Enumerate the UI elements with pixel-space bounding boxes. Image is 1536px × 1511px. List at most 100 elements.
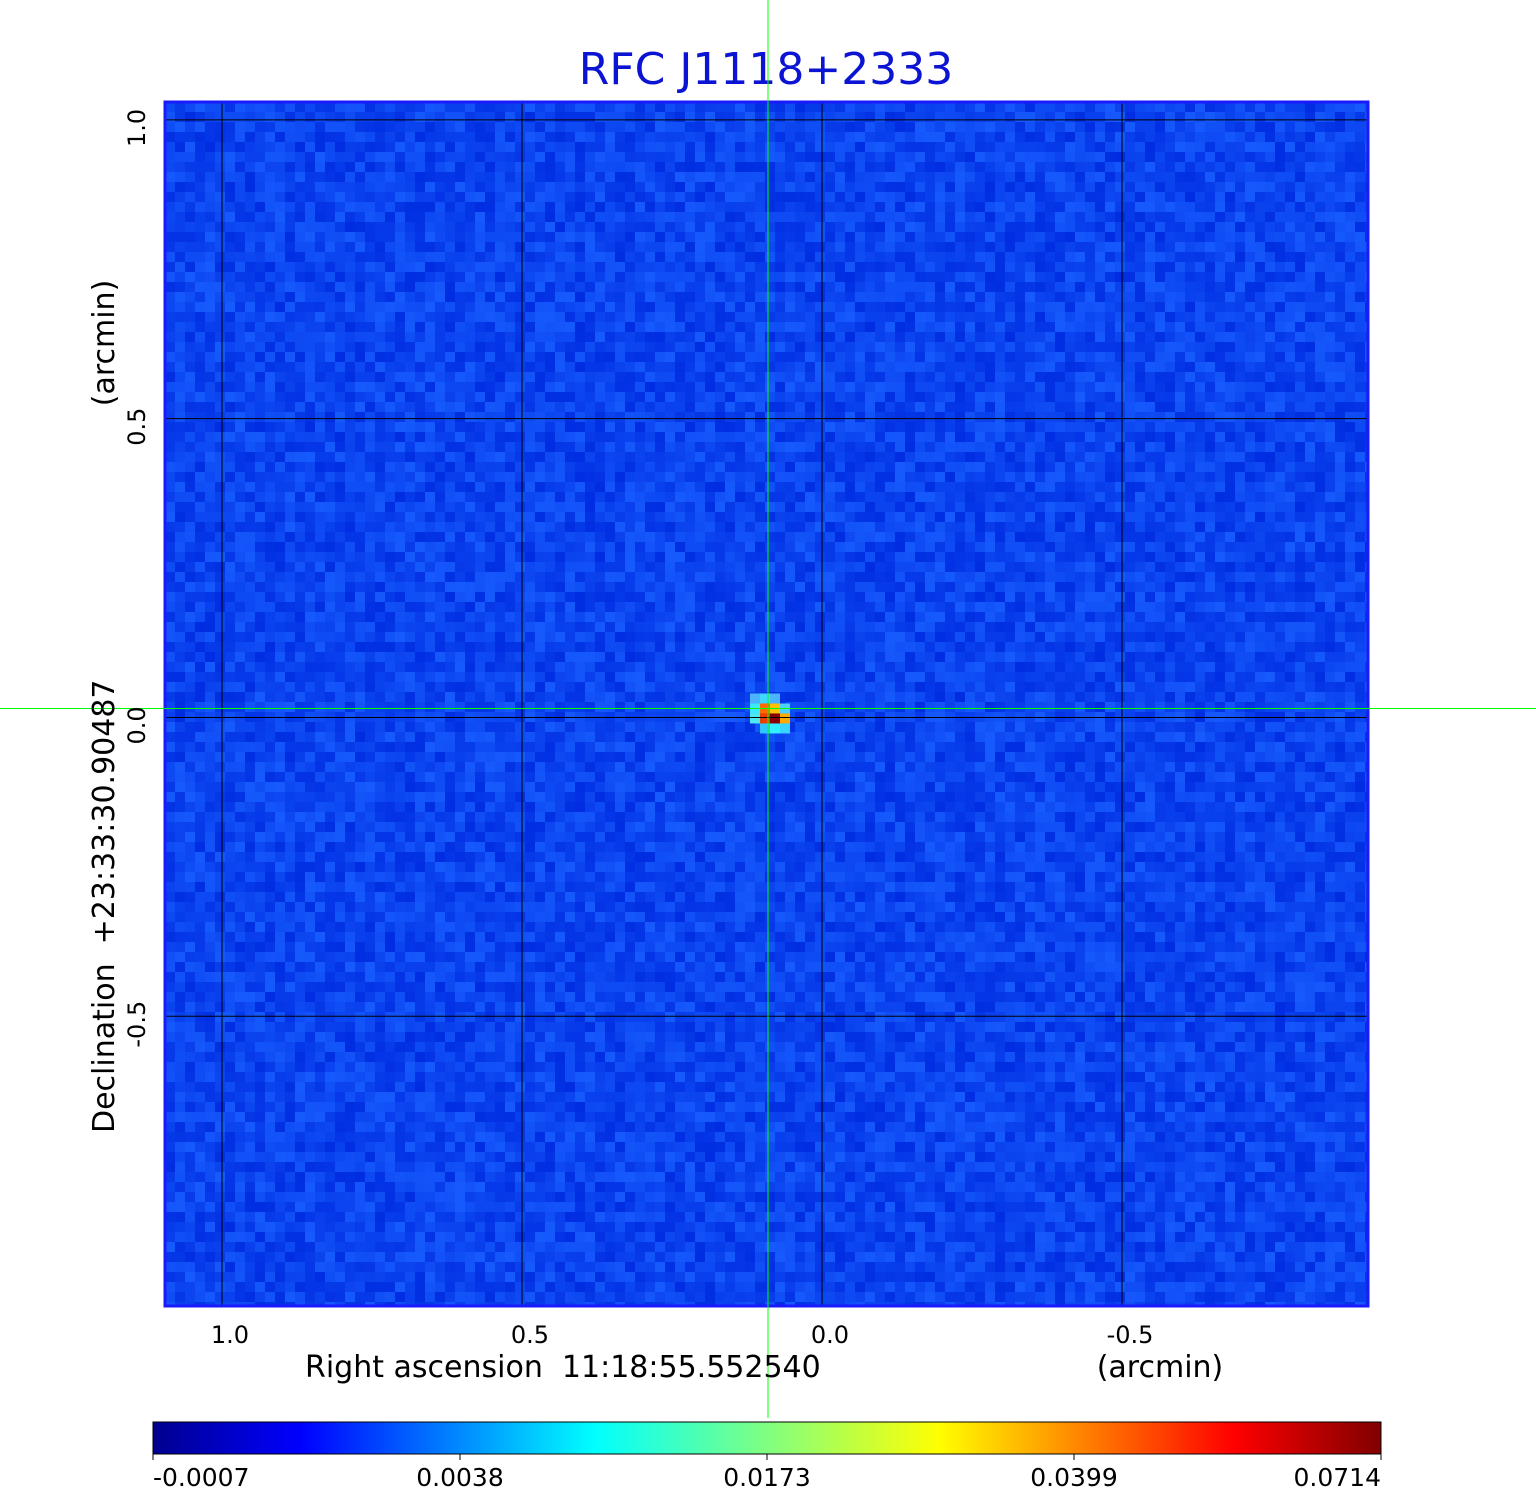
noise-pixel: [945, 172, 955, 182]
noise-pixel: [1095, 452, 1105, 462]
noise-pixel: [835, 432, 845, 442]
noise-pixel: [715, 492, 725, 502]
noise-pixel: [975, 422, 985, 432]
noise-pixel: [765, 432, 775, 442]
noise-pixel: [315, 502, 325, 512]
noise-pixel: [625, 392, 635, 402]
noise-pixel: [795, 302, 805, 312]
noise-pixel: [825, 422, 835, 432]
noise-pixel: [875, 122, 885, 132]
noise-pixel: [1225, 152, 1235, 162]
noise-pixel: [575, 482, 585, 492]
noise-pixel: [1045, 152, 1055, 162]
noise-pixel: [235, 172, 245, 182]
noise-pixel: [645, 442, 655, 452]
noise-pixel: [405, 272, 415, 282]
noise-pixel: [985, 272, 995, 282]
noise-pixel: [365, 512, 375, 522]
noise-pixel: [1145, 242, 1155, 252]
noise-pixel: [1085, 302, 1095, 312]
noise-pixel: [855, 212, 865, 222]
noise-pixel: [1255, 322, 1265, 332]
noise-pixel: [655, 172, 665, 182]
noise-pixel: [835, 292, 845, 302]
noise-pixel: [705, 392, 715, 402]
noise-pixel: [1095, 232, 1105, 242]
noise-pixel: [1195, 402, 1205, 412]
noise-pixel: [635, 442, 645, 452]
noise-pixel: [365, 192, 375, 202]
noise-pixel: [1075, 152, 1085, 162]
noise-pixel: [905, 422, 915, 432]
noise-pixel: [1205, 132, 1215, 142]
noise-pixel: [455, 262, 465, 272]
noise-pixel: [865, 292, 875, 302]
noise-pixel: [525, 392, 535, 402]
noise-pixel: [535, 402, 545, 412]
noise-pixel: [1275, 312, 1285, 322]
noise-pixel: [715, 302, 725, 312]
noise-pixel: [515, 262, 525, 272]
noise-pixel: [725, 412, 735, 422]
noise-pixel: [205, 282, 215, 292]
noise-pixel: [465, 112, 475, 122]
noise-pixel: [415, 352, 425, 362]
noise-pixel: [1345, 502, 1355, 512]
noise-pixel: [865, 322, 875, 332]
noise-pixel: [1055, 112, 1065, 122]
noise-pixel: [455, 372, 465, 382]
noise-pixel: [665, 422, 675, 432]
noise-pixel: [625, 472, 635, 482]
noise-pixel: [855, 322, 865, 332]
noise-pixel: [415, 232, 425, 242]
noise-pixel: [225, 482, 235, 492]
noise-pixel: [1075, 342, 1085, 352]
noise-pixel: [1345, 152, 1355, 162]
noise-pixel: [295, 322, 305, 332]
noise-pixel: [355, 412, 365, 422]
noise-pixel: [855, 232, 865, 242]
noise-pixel: [185, 312, 195, 322]
noise-pixel: [475, 462, 485, 472]
noise-pixel: [965, 162, 975, 172]
noise-pixel: [1285, 292, 1295, 302]
noise-pixel: [1215, 462, 1225, 472]
noise-pixel: [1265, 472, 1275, 482]
noise-pixel: [605, 432, 615, 442]
noise-pixel: [1335, 442, 1345, 452]
noise-pixel: [1025, 232, 1035, 242]
noise-pixel: [565, 242, 575, 252]
noise-pixel: [925, 502, 935, 512]
noise-pixel: [385, 112, 395, 122]
noise-pixel: [1115, 382, 1125, 392]
noise-pixel: [465, 322, 475, 332]
noise-pixel: [465, 132, 475, 142]
noise-pixel: [365, 142, 375, 152]
noise-pixel: [965, 332, 975, 342]
noise-pixel: [545, 252, 555, 262]
noise-pixel: [415, 372, 425, 382]
noise-pixel: [1055, 242, 1065, 252]
noise-pixel: [1275, 352, 1285, 362]
noise-pixel: [1115, 232, 1125, 242]
noise-pixel: [855, 492, 865, 502]
noise-pixel: [465, 222, 475, 232]
noise-pixel: [1005, 342, 1015, 352]
noise-pixel: [265, 452, 275, 462]
noise-pixel: [775, 202, 785, 212]
noise-pixel: [235, 362, 245, 372]
noise-pixel: [395, 222, 405, 232]
noise-pixel: [1175, 292, 1185, 302]
noise-pixel: [1245, 192, 1255, 202]
noise-pixel: [235, 252, 245, 262]
noise-pixel: [805, 392, 815, 402]
noise-pixel: [1205, 392, 1215, 402]
noise-pixel: [1245, 132, 1255, 142]
noise-pixel: [1205, 462, 1215, 472]
noise-pixel: [855, 312, 865, 322]
noise-pixel: [825, 242, 835, 252]
noise-pixel: [185, 212, 195, 222]
noise-pixel: [1275, 472, 1285, 482]
noise-pixel: [875, 472, 885, 482]
noise-pixel: [1325, 382, 1335, 392]
